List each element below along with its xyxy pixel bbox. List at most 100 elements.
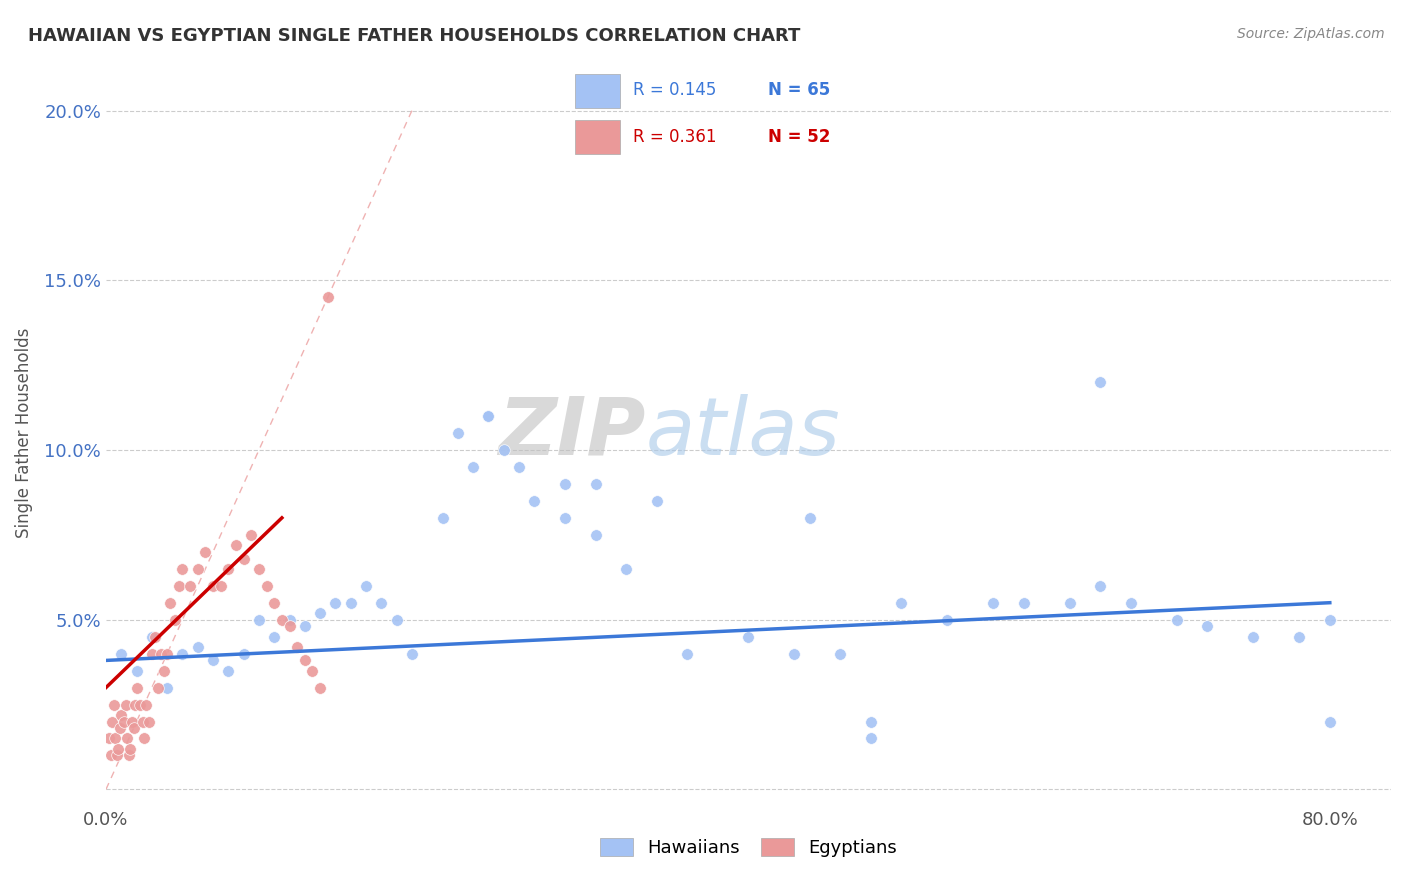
Point (141, 647, 163, 661)
Point (301, 664, 323, 678)
Point (172, 647, 194, 661)
Point (316, 290, 339, 304)
Point (172, 562, 194, 576)
Point (325, 596, 347, 610)
Point (153, 664, 176, 678)
Point (124, 698, 146, 712)
Point (141, 630, 163, 644)
Point (122, 721, 145, 735)
Point (645, 494, 668, 508)
Point (676, 647, 699, 661)
Point (285, 640, 308, 654)
Point (217, 664, 239, 678)
Point (585, 476, 607, 491)
Point (354, 579, 377, 593)
Text: HAWAIIAN VS EGYPTIAN SINGLE FATHER HOUSEHOLDS CORRELATION CHART: HAWAIIAN VS EGYPTIAN SINGLE FATHER HOUSE… (28, 27, 800, 45)
Point (125, 664, 148, 678)
Point (202, 579, 225, 593)
Point (112, 714, 135, 729)
Point (110, 647, 132, 661)
Point (104, 731, 127, 746)
Point (118, 748, 141, 763)
Point (256, 579, 278, 593)
Point (1319, 714, 1341, 729)
Point (936, 613, 959, 627)
Point (232, 551, 254, 566)
Point (1197, 619, 1219, 633)
Point (554, 511, 576, 525)
Point (523, 494, 546, 508)
Text: ZIP: ZIP (498, 394, 645, 472)
Point (240, 528, 263, 542)
Y-axis label: Single Father Households: Single Father Households (15, 327, 32, 538)
Point (270, 613, 292, 627)
Point (799, 511, 821, 525)
Point (1288, 630, 1310, 644)
Point (278, 619, 301, 633)
Point (138, 714, 160, 729)
Point (107, 741, 129, 756)
Point (131, 714, 153, 729)
Point (477, 409, 499, 423)
Point (187, 640, 209, 654)
Point (194, 545, 217, 559)
Point (309, 681, 332, 695)
Point (585, 528, 607, 542)
Point (202, 653, 225, 667)
Text: atlas: atlas (645, 394, 841, 472)
Point (554, 476, 576, 491)
Point (247, 562, 270, 576)
Text: Source: ZipAtlas.com: Source: ZipAtlas.com (1237, 27, 1385, 41)
Point (232, 647, 254, 661)
Point (508, 459, 530, 474)
Point (156, 647, 179, 661)
Point (339, 596, 361, 610)
Point (385, 613, 408, 627)
Point (859, 714, 882, 729)
Point (614, 562, 637, 576)
Point (1090, 375, 1112, 389)
Point (737, 630, 759, 644)
Point (830, 647, 852, 661)
Point (278, 613, 301, 627)
Point (263, 596, 285, 610)
Point (105, 748, 128, 763)
Point (108, 721, 131, 735)
Point (146, 681, 169, 695)
Point (263, 630, 285, 644)
Point (110, 707, 132, 722)
Point (209, 579, 232, 593)
Point (309, 606, 332, 620)
Point (783, 647, 806, 661)
Point (859, 731, 882, 746)
Point (115, 698, 138, 712)
Point (187, 562, 209, 576)
Point (134, 731, 156, 746)
Point (121, 714, 143, 729)
Point (169, 579, 191, 593)
Point (890, 596, 912, 610)
Point (217, 562, 239, 576)
Point (370, 596, 392, 610)
Point (128, 698, 150, 712)
Point (156, 681, 179, 695)
Legend: Hawaiians, Egyptians: Hawaiians, Egyptians (593, 830, 904, 864)
Point (1241, 630, 1264, 644)
Point (294, 653, 316, 667)
Point (1319, 613, 1341, 627)
Point (981, 596, 1004, 610)
Point (163, 613, 186, 627)
Point (100, 748, 122, 763)
Point (225, 538, 247, 552)
Point (1059, 596, 1081, 610)
Point (432, 511, 454, 525)
Point (447, 425, 470, 440)
Point (101, 714, 124, 729)
Point (135, 698, 157, 712)
Point (179, 579, 201, 593)
Point (159, 596, 181, 610)
Point (103, 698, 125, 712)
Point (294, 619, 316, 633)
Point (98, 731, 121, 746)
Point (401, 647, 423, 661)
